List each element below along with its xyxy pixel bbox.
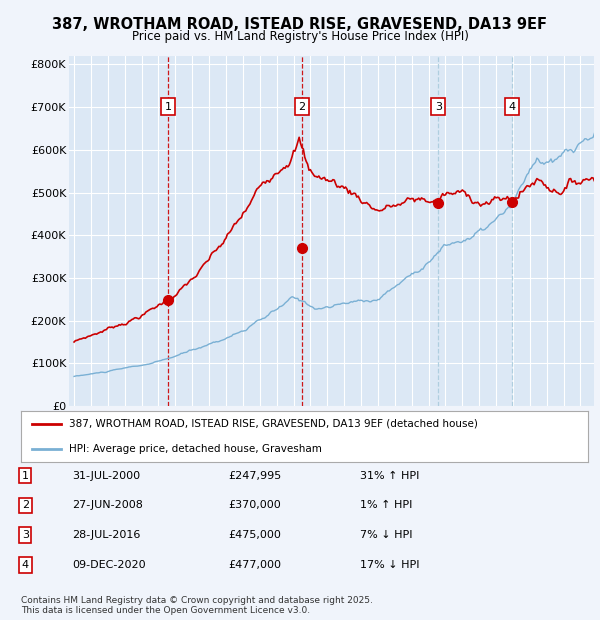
Text: £475,000: £475,000 (228, 530, 281, 540)
Text: £370,000: £370,000 (228, 500, 281, 510)
Text: 387, WROTHAM ROAD, ISTEAD RISE, GRAVESEND, DA13 9EF (detached house): 387, WROTHAM ROAD, ISTEAD RISE, GRAVESEN… (69, 418, 478, 429)
Text: 1: 1 (22, 471, 29, 480)
Text: £477,000: £477,000 (228, 560, 281, 570)
Text: Price paid vs. HM Land Registry's House Price Index (HPI): Price paid vs. HM Land Registry's House … (131, 30, 469, 43)
Text: 2: 2 (22, 500, 29, 510)
Text: 17% ↓ HPI: 17% ↓ HPI (360, 560, 419, 570)
Text: 31-JUL-2000: 31-JUL-2000 (72, 471, 140, 480)
Text: 7% ↓ HPI: 7% ↓ HPI (360, 530, 413, 540)
Text: 4: 4 (22, 560, 29, 570)
Text: 27-JUN-2008: 27-JUN-2008 (72, 500, 143, 510)
Text: 1: 1 (165, 102, 172, 112)
Text: 4: 4 (508, 102, 515, 112)
Text: 28-JUL-2016: 28-JUL-2016 (72, 530, 140, 540)
Text: HPI: Average price, detached house, Gravesham: HPI: Average price, detached house, Grav… (69, 444, 322, 454)
Text: 387, WROTHAM ROAD, ISTEAD RISE, GRAVESEND, DA13 9EF: 387, WROTHAM ROAD, ISTEAD RISE, GRAVESEN… (53, 17, 548, 32)
Text: 1% ↑ HPI: 1% ↑ HPI (360, 500, 412, 510)
Text: 3: 3 (434, 102, 442, 112)
Text: £247,995: £247,995 (228, 471, 281, 480)
Text: Contains HM Land Registry data © Crown copyright and database right 2025.
This d: Contains HM Land Registry data © Crown c… (21, 596, 373, 615)
Text: 09-DEC-2020: 09-DEC-2020 (72, 560, 146, 570)
Text: 31% ↑ HPI: 31% ↑ HPI (360, 471, 419, 480)
Text: 2: 2 (298, 102, 305, 112)
Text: 3: 3 (22, 530, 29, 540)
